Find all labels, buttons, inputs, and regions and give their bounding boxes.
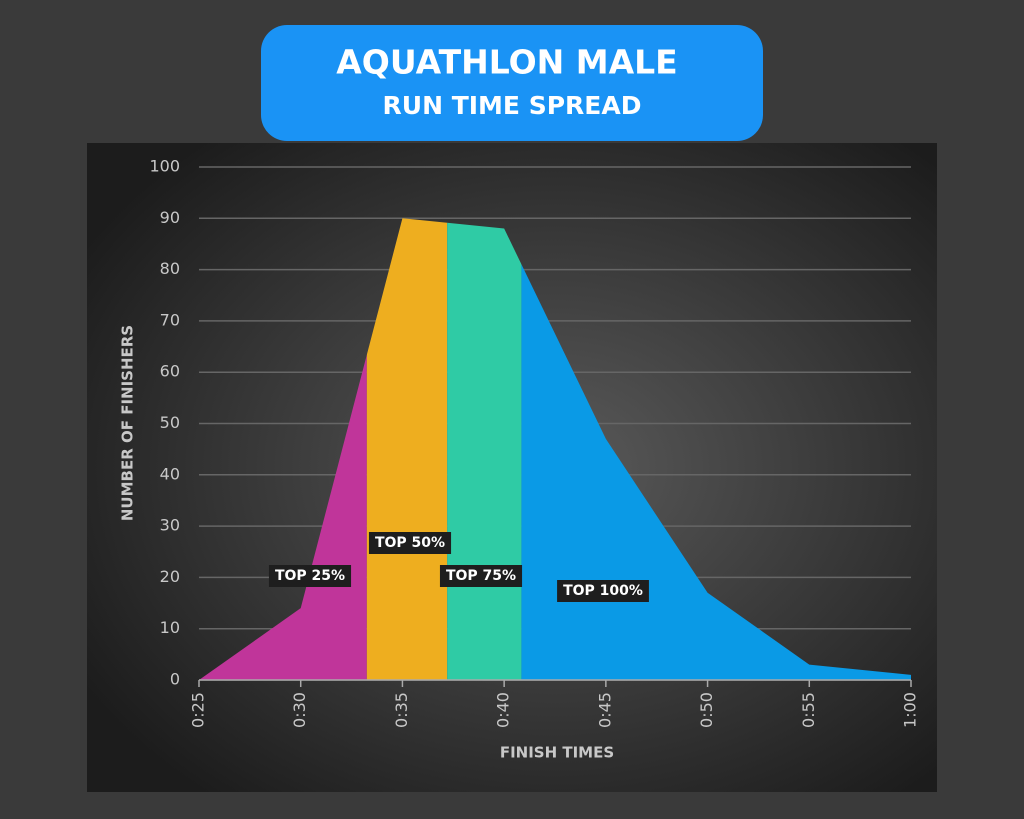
band-label-box [268, 565, 352, 587]
band-label: TOP 100% [563, 583, 643, 599]
x-tick-label: 1:00 [901, 692, 920, 728]
y-tick-label: 50 [160, 413, 180, 432]
band-label: TOP 25% [275, 568, 345, 584]
y-tick-label: 0 [170, 670, 180, 689]
x-tick-label: 0:35 [392, 692, 411, 728]
y-tick-label: 60 [160, 362, 180, 381]
band [447, 218, 522, 680]
band-label-box [557, 580, 649, 602]
y-tick-label: 90 [160, 208, 180, 227]
y-axis-title: NUMBER OF FINISHERS [119, 325, 137, 521]
y-tick-label: 30 [160, 516, 180, 535]
x-tick-label: 0:25 [189, 692, 208, 728]
y-tick-label: 20 [160, 567, 180, 586]
y-tick-label: 70 [160, 310, 180, 329]
band-label: TOP 50% [375, 535, 445, 551]
x-axis-title: FINISH TIMES [500, 744, 614, 762]
y-tick-label: 80 [160, 259, 180, 278]
x-tick-label: 0:30 [290, 692, 309, 728]
chart-subtitle: RUN TIME SPREAD [383, 91, 642, 120]
x-tick-label: 0:55 [799, 692, 818, 728]
band-label-box [439, 565, 523, 587]
x-tick-label: 0:40 [494, 692, 513, 728]
y-tick-label: 100 [149, 157, 180, 176]
y-tick-label: 40 [160, 464, 180, 483]
title-box [261, 25, 763, 141]
y-tick-label: 10 [160, 618, 180, 637]
band-label: TOP 75% [446, 568, 516, 584]
chart-title: AQUATHLON MALE [336, 43, 677, 82]
band-label-box [368, 532, 452, 554]
x-tick-label: 0:50 [697, 692, 716, 728]
x-tick-label: 0:45 [595, 692, 614, 728]
